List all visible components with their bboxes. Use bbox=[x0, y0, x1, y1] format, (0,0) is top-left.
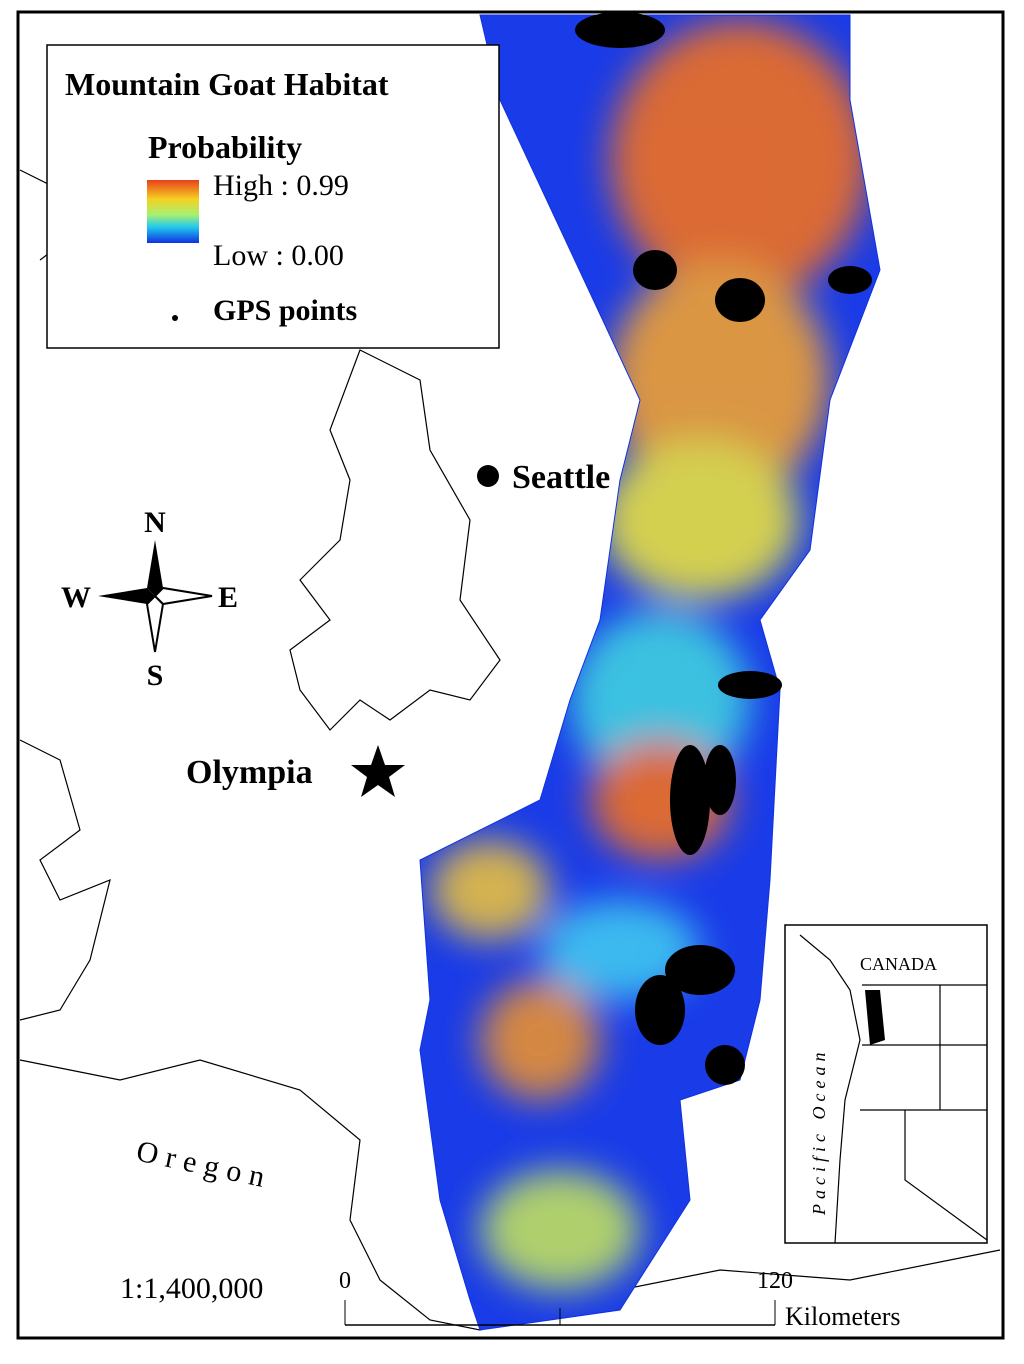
coastline bbox=[19, 739, 111, 1021]
legend-title: Mountain Goat Habitat bbox=[65, 66, 389, 102]
legend-high: High : 0.99 bbox=[213, 169, 349, 202]
inset-map: CANADA Pacific Ocean bbox=[784, 924, 988, 1244]
columbia-river bbox=[19, 1059, 1001, 1331]
puget-sound bbox=[289, 349, 501, 731]
legend-points-label: GPS points bbox=[213, 294, 357, 327]
olympia-marker bbox=[351, 745, 405, 797]
scale-label: 0 bbox=[339, 1268, 351, 1294]
legend-point bbox=[172, 315, 178, 321]
place-label: Seattle bbox=[512, 459, 610, 496]
legend-low: Low : 0.00 bbox=[213, 239, 344, 272]
inset-label: Pacific Ocean bbox=[809, 1048, 829, 1216]
scale-bar: 0 120 Kilometers 1:1,400,000 bbox=[120, 1268, 901, 1331]
compass-label: W bbox=[61, 581, 91, 614]
compass: N S E W bbox=[61, 506, 238, 692]
compass-label: N bbox=[144, 506, 166, 539]
compass-label: E bbox=[218, 581, 238, 614]
scale-ratio: 1:1,400,000 bbox=[120, 1272, 263, 1305]
gps-points bbox=[575, 12, 872, 1085]
legend-ramp bbox=[147, 180, 199, 243]
scale-unit: Kilometers bbox=[785, 1302, 901, 1331]
compass-label: S bbox=[147, 659, 164, 692]
place-label: Olympia bbox=[186, 754, 313, 791]
legend-box bbox=[46, 44, 500, 349]
inset-label: CANADA bbox=[860, 954, 937, 974]
legend-subtitle: Probability bbox=[148, 129, 302, 165]
seattle-marker bbox=[477, 465, 499, 487]
scale-label: 120 bbox=[757, 1268, 793, 1294]
